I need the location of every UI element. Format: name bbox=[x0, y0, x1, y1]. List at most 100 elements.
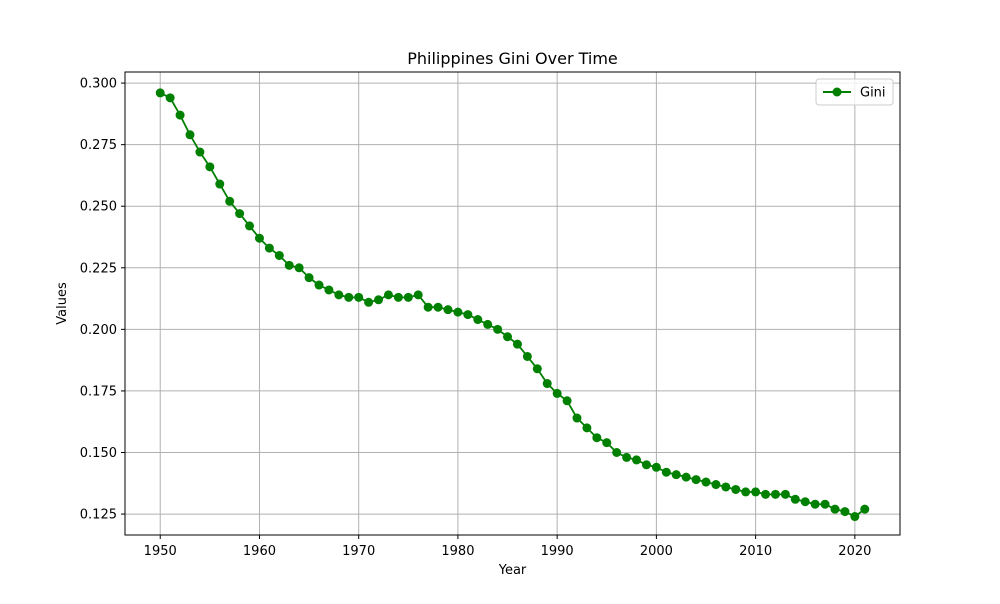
data-point bbox=[254, 233, 264, 243]
data-point bbox=[413, 290, 423, 300]
x-tick-label: 1990 bbox=[541, 544, 574, 559]
data-point bbox=[383, 290, 393, 300]
x-tick-label: 2020 bbox=[838, 544, 871, 559]
data-point bbox=[512, 339, 522, 349]
y-tick-label: 0.150 bbox=[80, 446, 117, 461]
data-point bbox=[225, 196, 235, 206]
legend: Gini bbox=[815, 78, 894, 106]
data-point bbox=[284, 260, 294, 270]
data-point bbox=[741, 487, 751, 497]
data-point bbox=[443, 305, 453, 315]
data-point bbox=[483, 319, 493, 329]
data-point bbox=[473, 315, 483, 325]
x-axis-ticks: 1950 1960 1970 1980 1990 2000 2010 2020 bbox=[144, 535, 871, 559]
data-point bbox=[393, 292, 403, 302]
data-point bbox=[592, 433, 602, 443]
data-point bbox=[632, 455, 642, 465]
data-point bbox=[770, 489, 780, 499]
series-layer bbox=[155, 88, 870, 522]
data-point bbox=[691, 475, 701, 485]
data-point bbox=[503, 332, 513, 342]
data-point bbox=[344, 292, 354, 302]
data-point bbox=[582, 423, 592, 433]
y-tick-label: 0.125 bbox=[80, 508, 117, 523]
data-point bbox=[780, 489, 790, 499]
data-point bbox=[542, 379, 552, 389]
data-point bbox=[245, 221, 255, 231]
data-point bbox=[304, 273, 314, 283]
y-tick-label: 0.275 bbox=[80, 138, 117, 153]
data-point bbox=[681, 472, 691, 482]
data-point bbox=[651, 462, 661, 472]
data-point bbox=[622, 452, 632, 462]
data-point bbox=[761, 489, 771, 499]
y-tick-label: 0.250 bbox=[80, 200, 117, 215]
data-point bbox=[185, 130, 195, 140]
data-point bbox=[602, 438, 612, 448]
data-point bbox=[840, 507, 850, 517]
data-point bbox=[810, 499, 820, 509]
data-point bbox=[155, 88, 165, 98]
x-tick-label: 1970 bbox=[342, 544, 375, 559]
data-point bbox=[751, 487, 761, 497]
x-tick-label: 1950 bbox=[144, 544, 177, 559]
data-point bbox=[532, 364, 542, 374]
data-point bbox=[205, 162, 215, 172]
data-point bbox=[374, 295, 384, 305]
legend-label: Gini bbox=[860, 86, 886, 101]
data-point bbox=[195, 147, 205, 157]
data-point bbox=[661, 467, 671, 477]
data-point bbox=[522, 351, 532, 361]
x-tick-label: 1960 bbox=[243, 544, 276, 559]
plot-frame bbox=[124, 71, 901, 536]
data-point bbox=[711, 480, 721, 490]
y-axis-label: Values bbox=[55, 282, 70, 325]
data-point bbox=[215, 179, 225, 189]
data-point bbox=[423, 302, 433, 312]
data-point bbox=[324, 285, 334, 295]
data-point bbox=[790, 494, 800, 504]
y-tick-label: 0.300 bbox=[80, 77, 117, 92]
data-point bbox=[463, 310, 473, 320]
y-tick-label: 0.225 bbox=[80, 261, 117, 276]
x-axis-label: Year bbox=[498, 563, 527, 578]
data-point bbox=[453, 307, 463, 317]
y-tick-label: 0.200 bbox=[80, 323, 117, 338]
legend-marker-swatch bbox=[832, 87, 842, 97]
data-point bbox=[850, 512, 860, 522]
data-point bbox=[820, 499, 830, 509]
data-point bbox=[433, 302, 443, 312]
data-point bbox=[721, 482, 731, 492]
data-point bbox=[314, 280, 324, 290]
x-tick-label: 2000 bbox=[640, 544, 673, 559]
data-point bbox=[860, 504, 870, 514]
y-tick-label: 0.175 bbox=[80, 384, 117, 399]
data-point bbox=[175, 110, 185, 120]
data-point bbox=[334, 290, 344, 300]
data-point bbox=[493, 324, 503, 334]
data-point bbox=[264, 243, 274, 253]
chart-title: Philippines Gini Over Time bbox=[407, 49, 618, 68]
data-point bbox=[671, 470, 681, 480]
x-tick-label: 2010 bbox=[739, 544, 772, 559]
data-point bbox=[403, 292, 413, 302]
y-axis-ticks: 0.125 0.150 0.175 0.200 0.225 0.250 0.275 0.300 bbox=[80, 77, 125, 523]
data-point bbox=[274, 250, 284, 260]
legend-box bbox=[815, 78, 894, 106]
data-point bbox=[701, 477, 711, 487]
x-tick-label: 1980 bbox=[441, 544, 474, 559]
data-point bbox=[364, 297, 374, 307]
data-point bbox=[731, 484, 741, 494]
data-point bbox=[294, 263, 304, 273]
data-point bbox=[552, 388, 562, 398]
data-point bbox=[641, 460, 651, 470]
data-point bbox=[235, 209, 245, 219]
data-point bbox=[612, 448, 622, 457]
grid-lines bbox=[125, 72, 900, 535]
data-point bbox=[830, 504, 840, 514]
data-point bbox=[165, 93, 175, 103]
data-point bbox=[572, 413, 582, 423]
data-point bbox=[354, 292, 364, 302]
